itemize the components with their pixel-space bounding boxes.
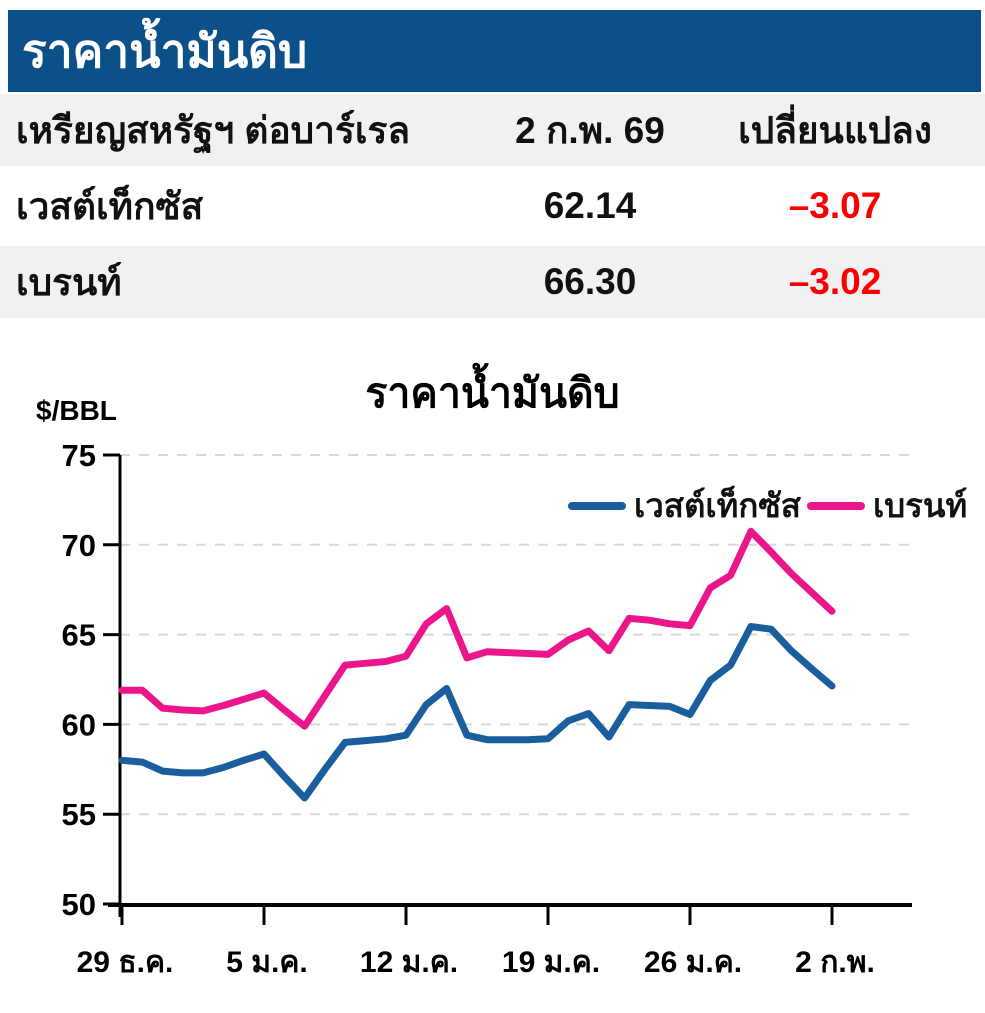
plot-area: 50 55 60 65 70 75 29 ธ.ค. 5 ม.ค. 12 ม.ค. 19 ม.ค. 2… bbox=[62, 438, 912, 979]
legend-label-wti: เวสต์เท็กซัส bbox=[634, 487, 801, 524]
x-tick-label: 29 ธ.ค. bbox=[77, 946, 174, 979]
x-tick-label: 2 ก.พ. bbox=[795, 946, 875, 979]
y-tick-label: 60 bbox=[62, 707, 96, 742]
x-tick-label: 5 ม.ค. bbox=[226, 946, 308, 979]
row-name: เบรนท์ bbox=[16, 261, 122, 303]
table-header-row: เหรียญสหรัฐฯ ต่อบาร์เรล 2 ก.พ. 69 เปลี่ย… bbox=[0, 94, 985, 166]
row-price: 66.30 bbox=[543, 261, 637, 302]
y-tick-label: 50 bbox=[62, 887, 96, 922]
x-tick-label: 12 ม.ค. bbox=[360, 946, 458, 979]
row-name: เวสต์เท็กซัส bbox=[16, 185, 204, 227]
y-tick-label: 65 bbox=[62, 618, 96, 653]
header-change-label: เปลี่ยนแปลง bbox=[738, 109, 932, 151]
legend-label-brent: เบรนท์ bbox=[872, 487, 968, 524]
legend-line-wti bbox=[568, 501, 626, 510]
chart-title: ราคาน้ำมันดิบ bbox=[365, 370, 620, 416]
y-tick-label: 70 bbox=[62, 528, 96, 563]
y-tick-label: 75 bbox=[62, 438, 96, 473]
price-table: เหรียญสหรัฐฯ ต่อบาร์เรล 2 ก.พ. 69 เปลี่ย… bbox=[0, 94, 985, 321]
oil-price-line-chart: ราคาน้ำมันดิบ $/BBL 50 55 60 65 70 75 29 ธ.ค. 5… bbox=[0, 333, 985, 1013]
header-date-label: 2 ก.พ. 69 bbox=[515, 109, 665, 151]
legend-line-brent bbox=[806, 501, 865, 510]
legend: เวสต์เท็กซัส เบรนท์ bbox=[568, 479, 973, 532]
series-line-1 bbox=[118, 527, 836, 730]
y-tick-label: 55 bbox=[62, 797, 96, 832]
row-price: 62.14 bbox=[543, 185, 637, 226]
table-row: เวสต์เท็กซัส 62.14 –3.07 bbox=[0, 169, 985, 243]
header-unit-label: เหรียญสหรัฐฯ ต่อบาร์เรล bbox=[16, 109, 411, 151]
row-change: –3.02 bbox=[788, 261, 882, 302]
y-axis-unit-label: $/BBL bbox=[36, 395, 117, 426]
table-row: เบรนท์ 66.30 –3.02 bbox=[0, 246, 985, 318]
banner: ราคาน้ำมันดิบ bbox=[8, 10, 981, 92]
banner-title: ราคาน้ำมันดิบ bbox=[22, 24, 308, 77]
x-tick-label: 26 ม.ค. bbox=[644, 946, 742, 979]
x-tick-label: 19 ม.ค. bbox=[502, 946, 600, 979]
series-line-0 bbox=[118, 623, 836, 802]
row-change: –3.07 bbox=[788, 185, 882, 226]
